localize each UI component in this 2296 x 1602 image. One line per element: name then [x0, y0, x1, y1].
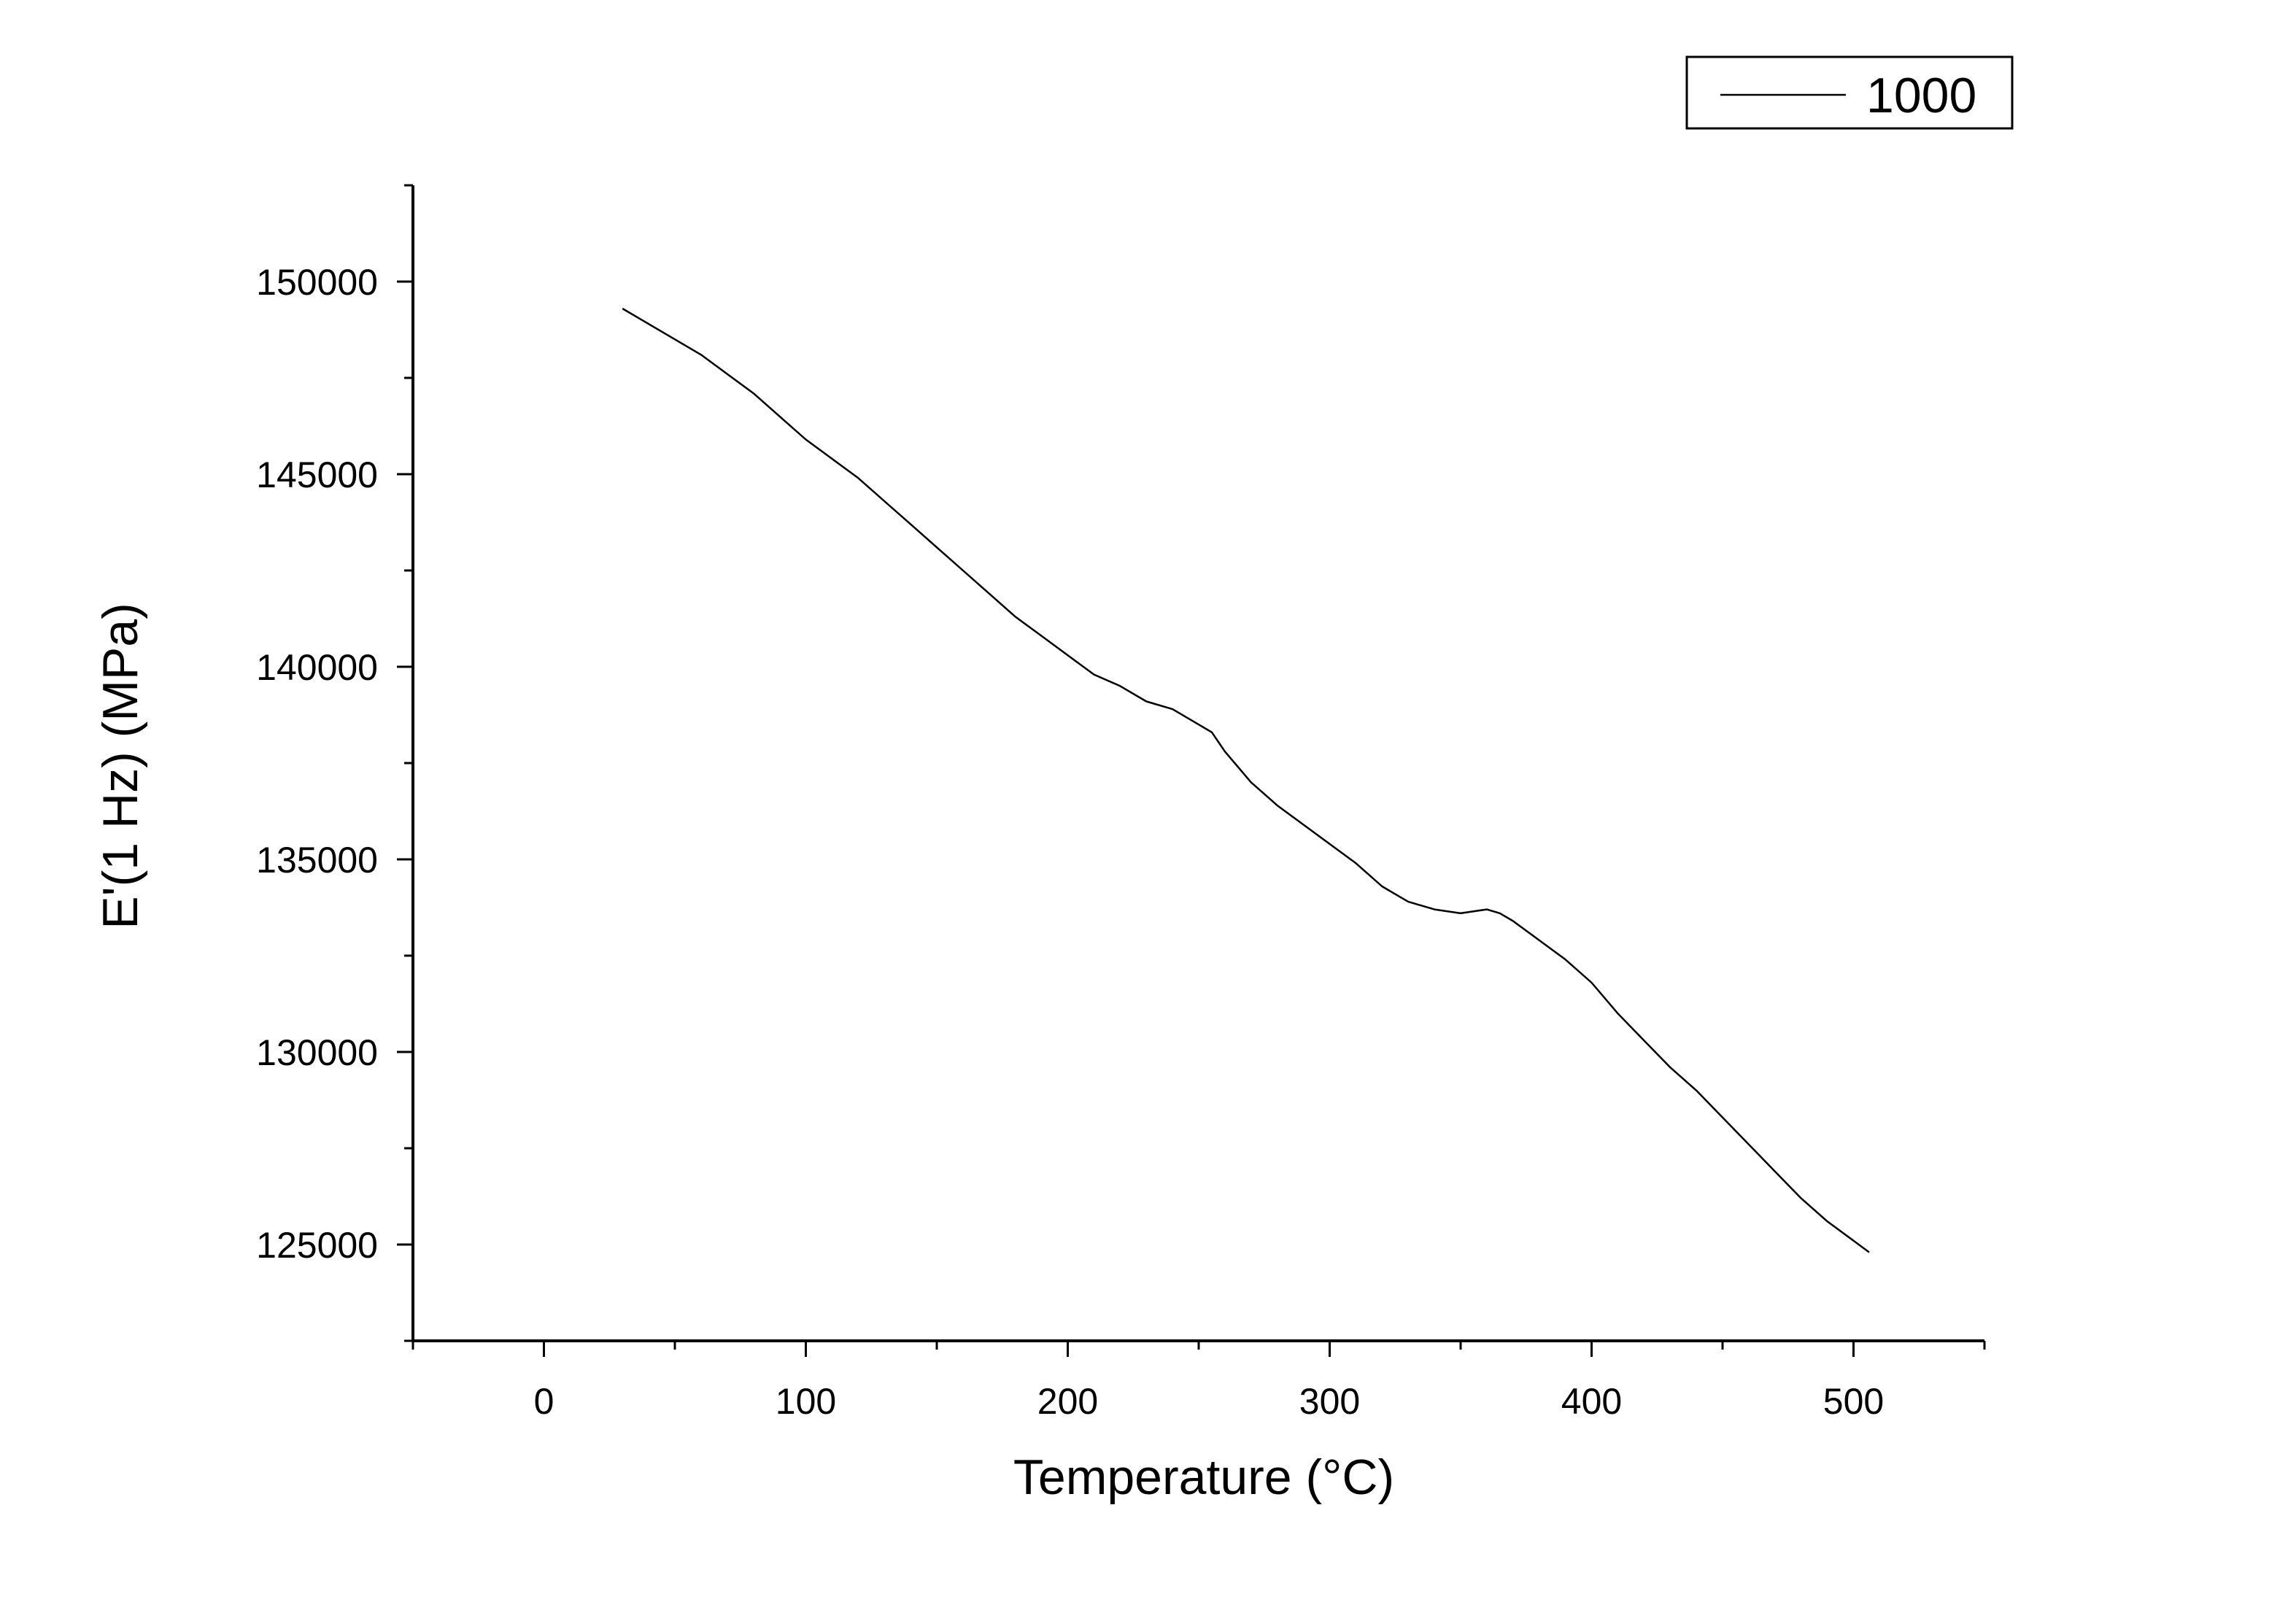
x-tick-label: 0	[534, 1381, 554, 1422]
y-tick-label: 140000	[256, 647, 378, 688]
y-tick-label: 125000	[256, 1225, 378, 1266]
y-tick-label: 130000	[256, 1032, 378, 1073]
y-tick-label: 135000	[256, 840, 378, 881]
legend: 1000	[1685, 55, 2014, 130]
x-axis-title: Temperature (°C)	[1013, 1450, 1394, 1505]
axes	[411, 185, 1984, 1342]
x-tick-label: 300	[1299, 1381, 1360, 1422]
x-tick-label: 100	[776, 1381, 836, 1422]
tick-labels: 0 100 200 300 400 500 125000 130000 135000 140000…	[256, 262, 1884, 1422]
y-axis-title: E'(1 Hz) (MPa)	[93, 603, 148, 929]
x-tick-label: 500	[1823, 1381, 1884, 1422]
x-tick-label: 200	[1037, 1381, 1098, 1422]
y-tick-label: 145000	[256, 454, 378, 495]
series-line-1000	[622, 307, 1870, 1253]
x-tick-label: 400	[1561, 1381, 1622, 1422]
ticks	[397, 184, 1986, 1357]
legend-label: 1000	[1866, 68, 1976, 123]
legend-box	[1685, 55, 2014, 130]
y-tick-label: 150000	[256, 262, 378, 303]
